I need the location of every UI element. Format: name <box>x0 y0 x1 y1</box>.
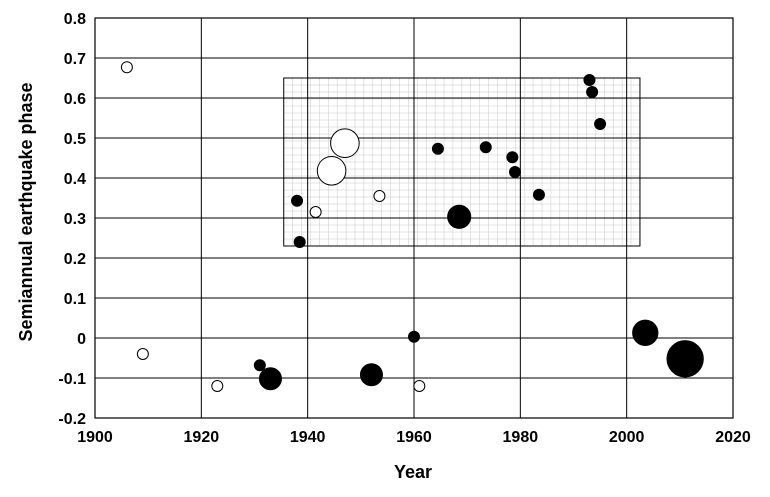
filled-data-point <box>408 330 420 343</box>
highlight-box-border <box>283 77 641 247</box>
filled-data-point <box>359 363 383 387</box>
open-data-point <box>413 380 426 392</box>
plot-frame <box>94 17 734 419</box>
filled-data-point <box>666 340 704 378</box>
filled-data-point <box>293 236 306 248</box>
x-tick-label: 1960 <box>396 429 432 446</box>
open-data-point <box>136 348 149 360</box>
filled-data-point <box>479 141 492 154</box>
y-tick-label: -0.2 <box>58 411 86 428</box>
filled-data-point <box>586 86 599 98</box>
y-axis-title: Semiannual earthquake phase <box>16 82 36 341</box>
filled-data-point <box>632 319 659 346</box>
filled-data-point <box>532 188 545 201</box>
filled-data-point <box>258 367 282 391</box>
x-tick-label: 1980 <box>503 429 539 446</box>
filled-data-point <box>291 194 304 207</box>
y-tick-label: 0.7 <box>64 51 86 68</box>
y-tick-label: -0.1 <box>58 371 86 388</box>
filled-data-point <box>447 204 472 229</box>
y-tick-label: 0.6 <box>64 91 86 108</box>
y-tick-label: 0.8 <box>64 11 86 28</box>
x-tick-label: 1940 <box>290 429 326 446</box>
filled-data-point <box>583 74 596 86</box>
y-tick-label: 0 <box>77 331 86 348</box>
y-tick-label: 0.5 <box>64 131 86 148</box>
y-tick-label: 0.3 <box>64 211 86 228</box>
x-tick-label: 1900 <box>77 429 113 446</box>
y-tick-label: 0.4 <box>64 171 86 188</box>
open-data-point <box>309 206 322 218</box>
open-data-point <box>330 128 360 158</box>
y-tick-label: 0.1 <box>64 291 86 308</box>
data-point-layer <box>120 61 704 392</box>
open-data-point <box>316 156 347 186</box>
y-tick-label: 0.2 <box>64 251 86 268</box>
x-tick-label: 2000 <box>609 429 645 446</box>
x-tick-label: 1920 <box>184 429 220 446</box>
x-tick-label: 2020 <box>715 429 751 446</box>
open-data-point <box>373 190 386 202</box>
filled-data-point <box>431 142 444 155</box>
filled-data-point <box>506 151 519 164</box>
filled-data-point <box>594 118 607 130</box>
open-data-point <box>120 61 133 74</box>
filled-data-point <box>253 359 266 372</box>
filled-data-point <box>509 166 522 178</box>
x-axis-title: Year <box>394 462 432 482</box>
tick-label-layer: 1900 1920 1940 1960 1980 2000 2020 -0.2 -0.1 0 0.1… <box>58 11 750 446</box>
grid-layer <box>94 17 734 419</box>
open-data-point <box>211 380 224 392</box>
